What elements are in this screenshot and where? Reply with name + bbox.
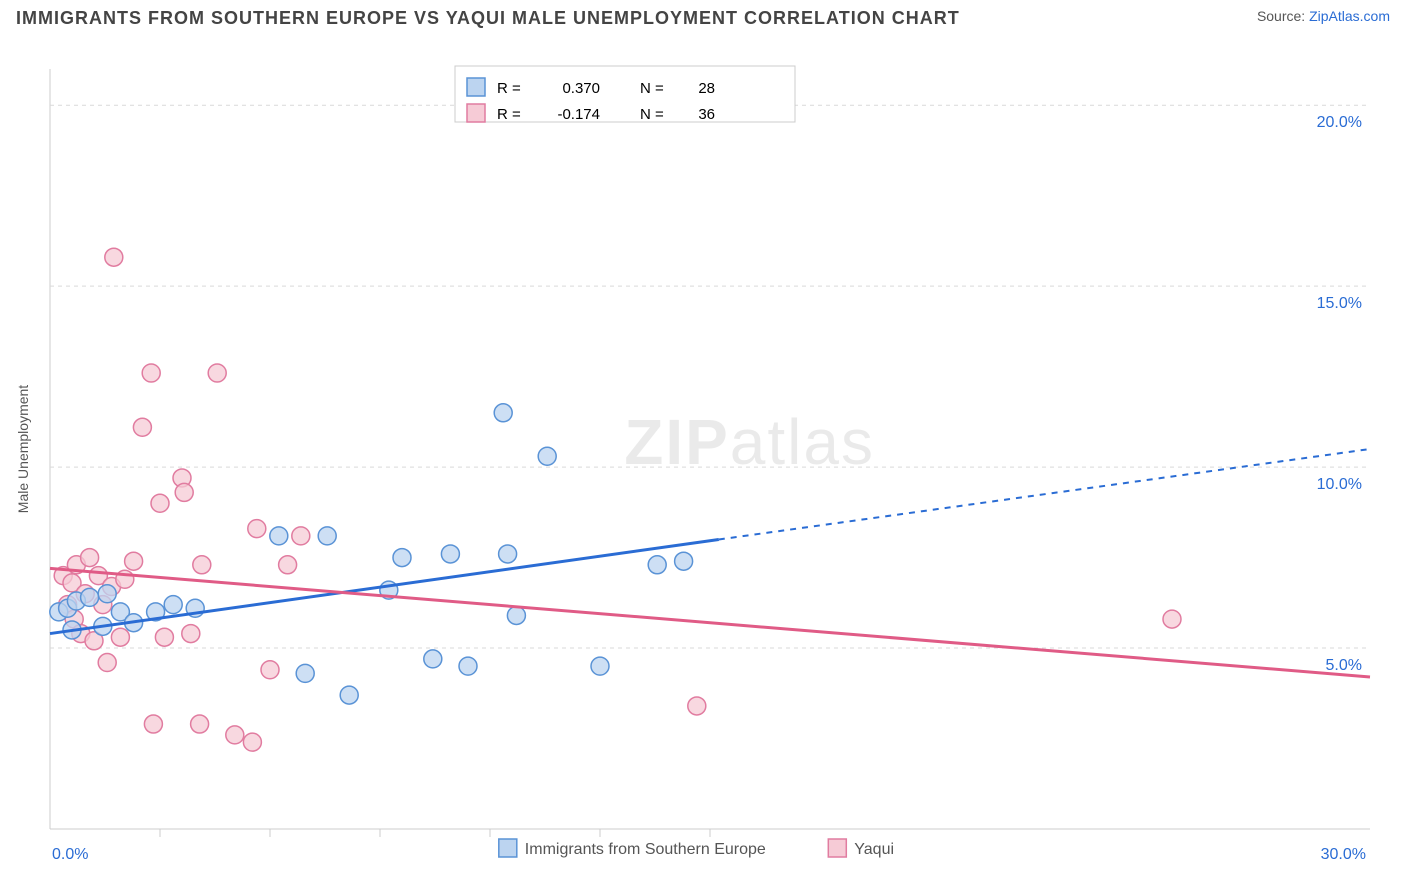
data-point: [133, 418, 151, 436]
data-point: [182, 625, 200, 643]
legend-r-label: R =: [497, 80, 521, 97]
data-point: [1163, 610, 1181, 628]
data-point: [648, 556, 666, 574]
legend-n-value: 36: [698, 106, 715, 123]
data-point: [191, 715, 209, 733]
legend-swatch: [467, 78, 485, 96]
data-point: [340, 686, 358, 704]
x-tick-label: 30.0%: [1321, 846, 1366, 863]
legend-swatch: [828, 839, 846, 857]
x-tick-label: 0.0%: [52, 846, 88, 863]
data-point: [208, 364, 226, 382]
data-point: [441, 545, 459, 563]
data-point: [81, 588, 99, 606]
data-point: [175, 483, 193, 501]
y-tick-label: 15.0%: [1317, 295, 1362, 312]
data-point: [142, 364, 160, 382]
data-point: [81, 549, 99, 567]
data-point: [125, 552, 143, 570]
data-point: [164, 596, 182, 614]
data-point: [459, 657, 477, 675]
data-point: [111, 628, 129, 646]
data-point: [424, 650, 442, 668]
data-point: [151, 494, 169, 512]
data-point: [591, 657, 609, 675]
source-attribution: Source: ZipAtlas.com: [1257, 8, 1390, 24]
data-point: [248, 520, 266, 538]
data-point: [296, 664, 314, 682]
legend-swatch: [499, 839, 517, 857]
y-axis-label: Male Unemployment: [15, 385, 31, 513]
correlation-scatter-chart: 5.0% 10.0% 15.0% 20.0% 0.0% 30.0% Male Unemplo…: [0, 29, 1406, 879]
legend-series-label: Yaqui: [854, 841, 894, 858]
data-point: [144, 715, 162, 733]
data-point: [279, 556, 297, 574]
legend-swatch: [467, 104, 485, 122]
data-point: [494, 404, 512, 422]
data-point: [499, 545, 517, 563]
data-point: [393, 549, 411, 567]
legend-r-label: R =: [497, 106, 521, 123]
data-point: [318, 527, 336, 545]
data-point: [98, 654, 116, 672]
source-prefix: Source:: [1257, 8, 1309, 24]
data-point: [98, 585, 116, 603]
watermark: ZIPatlas: [624, 406, 875, 478]
chart-title: IMMIGRANTS FROM SOUTHERN EUROPE VS YAQUI…: [16, 8, 960, 29]
data-point: [675, 552, 693, 570]
legend-n-label: N =: [640, 80, 664, 97]
data-point: [270, 527, 288, 545]
data-point: [155, 628, 173, 646]
data-point: [507, 606, 525, 624]
y-tick-label: 5.0%: [1326, 657, 1362, 674]
data-point: [105, 248, 123, 266]
data-point: [292, 527, 310, 545]
data-point: [243, 733, 261, 751]
trend-line: [50, 539, 719, 633]
data-point: [261, 661, 279, 679]
y-tick-label: 10.0%: [1317, 476, 1362, 493]
legend-n-value: 28: [698, 80, 715, 97]
data-point: [688, 697, 706, 715]
legend-r-value: -0.174: [557, 106, 600, 123]
legend-n-label: N =: [640, 106, 664, 123]
y-tick-label: 20.0%: [1317, 114, 1362, 131]
data-point: [226, 726, 244, 744]
data-point: [193, 556, 211, 574]
data-point: [538, 447, 556, 465]
legend-r-value: 0.370: [562, 80, 600, 97]
source-link[interactable]: ZipAtlas.com: [1309, 8, 1390, 24]
legend-series-label: Immigrants from Southern Europe: [525, 841, 766, 858]
